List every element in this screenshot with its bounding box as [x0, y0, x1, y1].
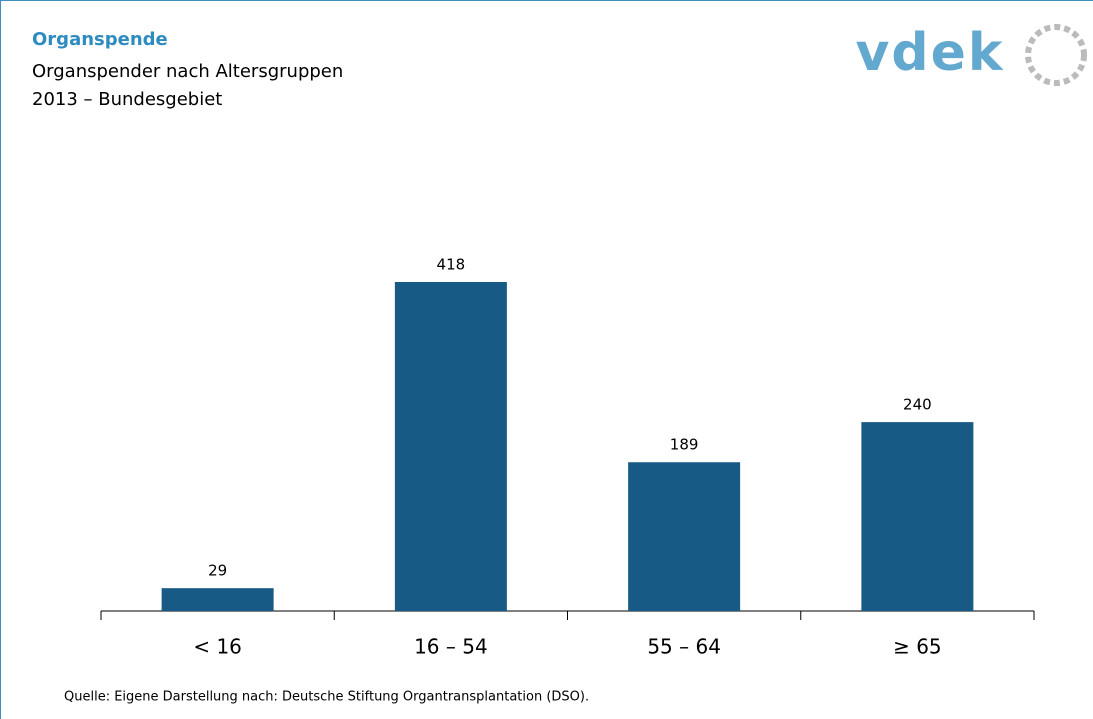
x-tick-label: 16 – 54 [414, 635, 488, 659]
chart-title: Organspende [32, 29, 168, 50]
data-label: 418 [437, 256, 466, 274]
bar [628, 462, 741, 611]
chart-subtitle: 2013 – Bundesgebiet [32, 89, 222, 110]
logo: vdek [856, 23, 1005, 83]
bar [861, 422, 974, 611]
x-tick-label: ≥ 65 [893, 635, 942, 659]
data-label: 189 [670, 436, 699, 454]
source: Quelle: Eigene Darstellung nach: Deutsch… [64, 690, 589, 705]
data-label: 240 [903, 396, 932, 414]
logo-ring [1025, 24, 1087, 86]
x-tick-label: < 16 [193, 635, 242, 659]
chart-subtitle: Organspender nach Altersgruppen [32, 61, 343, 82]
bar [161, 588, 274, 611]
data-label: 29 [208, 562, 227, 580]
x-tick-label: 55 – 64 [647, 635, 721, 659]
bar [394, 282, 507, 611]
